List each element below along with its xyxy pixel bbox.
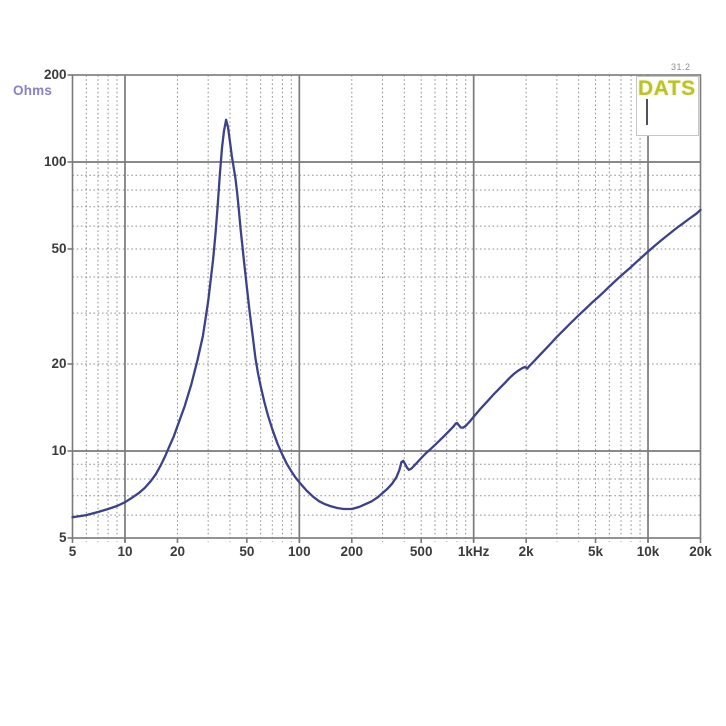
plot-border xyxy=(71,74,702,539)
x-tick-label-100: 100 xyxy=(288,544,311,559)
x-tick-label-20: 20 xyxy=(169,544,185,559)
x-tick-label-10: 10 xyxy=(117,544,133,559)
dats-logo: DATS xyxy=(638,77,696,100)
x-tick-label-5: 5 xyxy=(68,544,77,559)
y-tick-label-100: 100 xyxy=(43,153,67,169)
x-tick-label-500: 500 xyxy=(409,544,433,559)
y-tick-label-20: 20 xyxy=(51,356,67,371)
dats-logo-box: DATS xyxy=(636,76,699,136)
x-tick-label-50: 50 xyxy=(239,544,255,559)
dats-logo-cursor-line xyxy=(646,99,648,125)
x-tick-label-20k: 20k xyxy=(689,544,712,559)
y-tick-label-200: 200 xyxy=(43,67,67,82)
y-axis-unit-label: Ohms xyxy=(13,83,53,98)
x-tick-label-200: 200 xyxy=(340,544,364,559)
impedance-curve xyxy=(71,118,702,519)
x-tick-label-2k: 2k xyxy=(518,544,534,559)
y-tick-label-10: 10 xyxy=(51,443,67,458)
y-tick-label-5: 5 xyxy=(58,530,67,545)
x-tick-label-10k: 10k xyxy=(636,544,660,559)
x-tick-label-5k: 5k xyxy=(588,544,604,559)
dats-version-text: 31.2 xyxy=(671,62,691,72)
y-tick-label-50: 50 xyxy=(51,240,67,256)
x-tick-label-1kHz: 1kHz xyxy=(457,544,490,559)
